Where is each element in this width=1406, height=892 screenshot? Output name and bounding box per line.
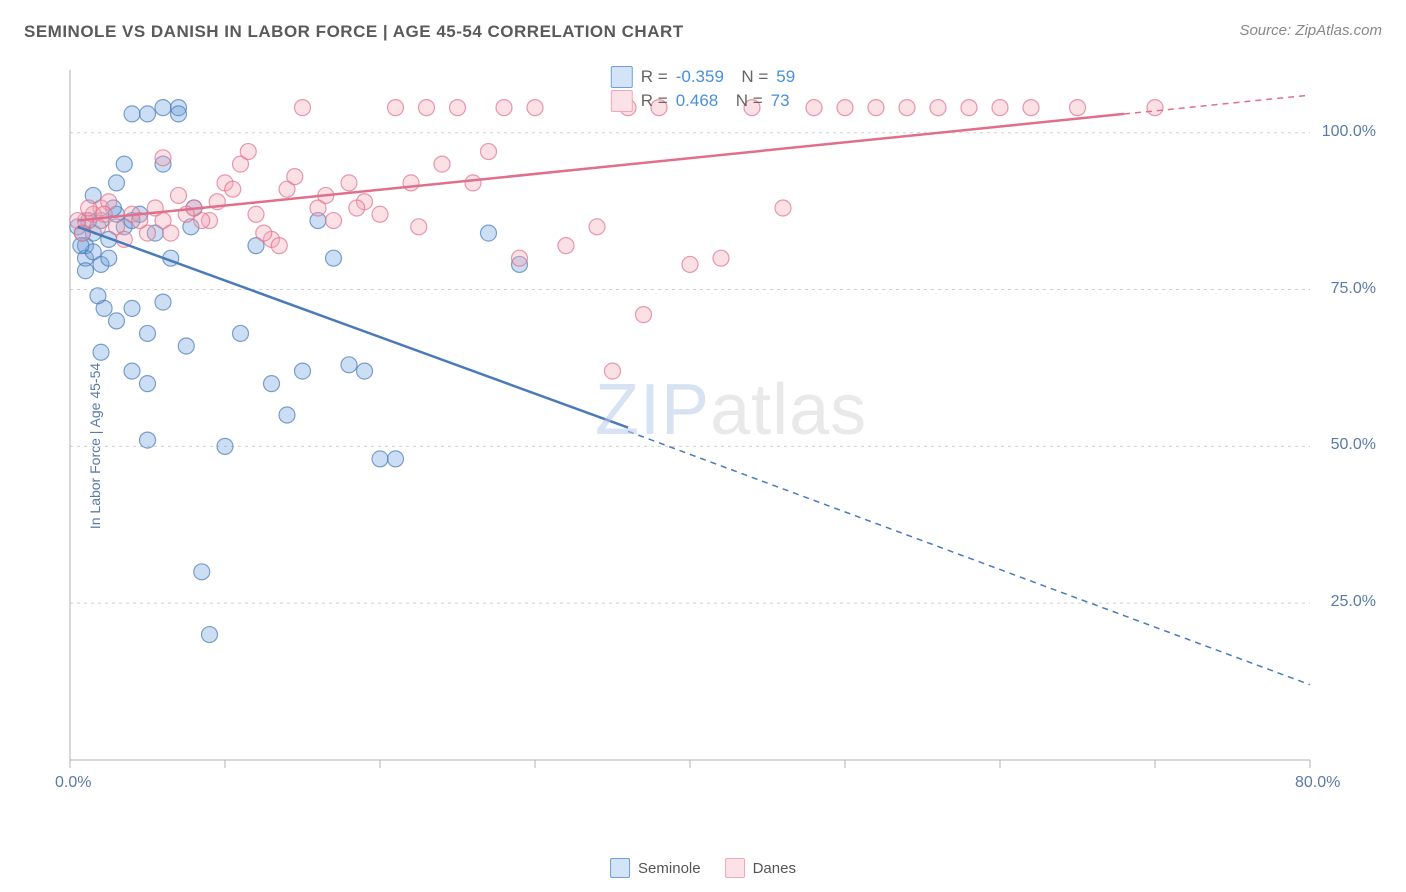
x-tick-label: 0.0% — [55, 774, 91, 792]
stats-n-label: N = — [732, 67, 768, 87]
stats-r-label: R = — [641, 67, 668, 87]
y-tick-label: 75.0% — [1331, 280, 1376, 298]
stats-row-seminole: R = -0.359 N = 59 — [611, 66, 795, 88]
stats-r-label: R = — [641, 91, 668, 111]
chart-container: SEMINOLE VS DANISH IN LABOR FORCE | AGE … — [0, 0, 1406, 892]
y-tick-label: 50.0% — [1331, 436, 1376, 454]
legend-swatch-danes — [725, 858, 745, 878]
y-tick-label: 25.0% — [1331, 593, 1376, 611]
chart-title: SEMINOLE VS DANISH IN LABOR FORCE | AGE … — [24, 22, 684, 42]
stats-n-label: N = — [726, 91, 762, 111]
stats-swatch-seminole — [611, 66, 633, 88]
legend-swatch-seminole — [610, 858, 630, 878]
stats-r-value-danes: 0.468 — [676, 91, 719, 111]
legend-label-seminole: Seminole — [638, 860, 701, 877]
stats-swatch-danes — [611, 90, 633, 112]
legend-item-danes: Danes — [725, 858, 796, 878]
legend-item-seminole: Seminole — [610, 858, 701, 878]
source-attribution: Source: ZipAtlas.com — [1239, 22, 1382, 39]
x-tick-label: 80.0% — [1295, 774, 1340, 792]
legend: Seminole Danes — [610, 858, 796, 878]
stats-row-danes: R = 0.468 N = 73 — [611, 90, 795, 112]
stats-r-value-seminole: -0.359 — [676, 67, 724, 87]
scatter-chart-svg — [60, 60, 1380, 800]
stats-box: R = -0.359 N = 59 R = 0.468 N = 73 — [611, 66, 795, 112]
legend-label-danes: Danes — [753, 860, 796, 877]
stats-n-value-danes: 73 — [771, 91, 790, 111]
plot-area: 25.0%50.0%75.0%100.0%0.0%80.0% — [60, 60, 1380, 800]
stats-n-value-seminole: 59 — [776, 67, 795, 87]
y-tick-label: 100.0% — [1322, 123, 1376, 141]
